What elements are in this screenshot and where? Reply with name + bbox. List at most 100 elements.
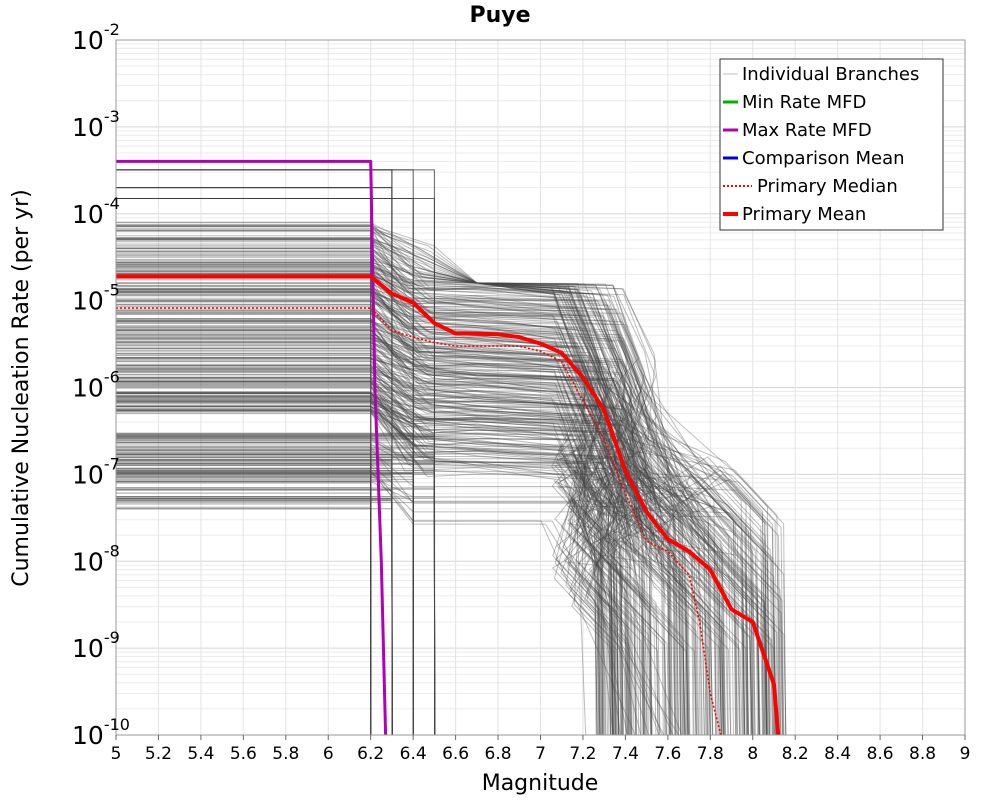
branch-line: [116, 251, 639, 736]
branch-line: [116, 291, 761, 736]
branch-line: [116, 299, 646, 736]
branch-line: [116, 384, 644, 736]
branch-line: [116, 332, 650, 736]
branch-line: [116, 437, 414, 736]
legend-label: Min Rate MFD: [742, 92, 866, 113]
branch-line: [116, 230, 724, 736]
branch-line: [116, 262, 711, 736]
branch-line: [116, 287, 648, 736]
branch-line: [116, 405, 649, 736]
branch-line: [116, 402, 722, 736]
branch-line: [116, 436, 372, 736]
branch-line: [116, 345, 777, 736]
branch-line: [116, 313, 610, 736]
branch-line: [116, 221, 670, 736]
branch-line: [116, 439, 614, 736]
branch-line: [116, 334, 647, 736]
x-tick-label: 7.6: [654, 744, 681, 764]
branch-line: [116, 198, 436, 736]
branch-line: [116, 380, 694, 736]
x-tick-label: 7.8: [697, 744, 724, 764]
branch-line: [116, 301, 746, 736]
branch-line: [116, 253, 747, 736]
x-tick-label: 6.8: [485, 744, 512, 764]
branch-line: [116, 320, 740, 736]
branch-line: [116, 238, 691, 736]
branch-line: [116, 267, 614, 736]
branch-line: [116, 226, 720, 736]
branch-line: [116, 328, 784, 736]
branch-line: [116, 497, 372, 736]
branch-line: [116, 354, 635, 736]
branch-line: [116, 391, 604, 736]
branch-line: [116, 348, 637, 736]
x-tick-label: 7.4: [612, 744, 639, 764]
branch-line: [116, 265, 754, 736]
branch-line: [116, 228, 612, 736]
branch-line: [116, 364, 657, 736]
branch-line: [116, 405, 743, 736]
branch-line: [116, 330, 644, 736]
branch-line: [116, 332, 606, 736]
branch-line: [116, 370, 644, 736]
branch-line: [116, 318, 748, 736]
branch-line: [116, 393, 670, 736]
branch-line: [116, 357, 775, 736]
branch-line: [116, 300, 642, 736]
branch-line: [116, 228, 652, 736]
branch-line: [116, 357, 777, 736]
branch-line: [116, 500, 372, 736]
branch-line: [116, 319, 686, 736]
branch-line: [116, 291, 708, 736]
branch-line: [116, 237, 631, 736]
branch-line: [116, 409, 667, 736]
branch-line: [116, 406, 628, 736]
branch-line: [116, 377, 714, 736]
branch-line: [116, 492, 372, 736]
branch-line: [116, 348, 633, 736]
branch-line: [116, 341, 640, 736]
y-tick-label: 10-5: [72, 281, 120, 316]
branch-line: [116, 475, 674, 736]
branch-line: [116, 359, 679, 736]
branch-line: [116, 337, 604, 736]
branch-line: [116, 392, 632, 736]
branch-line: [116, 322, 633, 736]
branch-line: [116, 262, 652, 736]
branch-line: [116, 360, 737, 736]
branch-line: [116, 246, 679, 736]
branch-line: [116, 321, 630, 736]
y-tick-label: 10-8: [72, 541, 120, 576]
branch-line: [116, 481, 414, 736]
branch-line: [116, 312, 765, 736]
branch-line: [116, 365, 738, 736]
branch-line: [116, 239, 711, 736]
branch-line: [116, 382, 648, 736]
branch-line: [116, 301, 672, 736]
branch-line: [116, 238, 738, 736]
branch-line: [116, 410, 745, 736]
branch-line: [116, 270, 636, 736]
branch-line: [116, 364, 742, 736]
branch-line: [116, 237, 646, 736]
branch-line: [116, 341, 685, 736]
branch-line: [116, 367, 685, 736]
branch-line: [116, 383, 647, 736]
branch-line: [116, 338, 744, 736]
y-tick-label: 10-3: [72, 107, 120, 142]
branch-line: [116, 382, 741, 736]
legend-label: Primary Median: [757, 176, 898, 197]
branch-line: [116, 299, 772, 736]
branch-line: [116, 435, 414, 736]
branch-line: [116, 408, 714, 736]
branch-line: [116, 235, 688, 736]
branch-line: [116, 297, 768, 736]
branch-line: [116, 291, 771, 736]
branch-line: [116, 321, 623, 736]
branch-line: [116, 368, 622, 736]
branch-line: [116, 361, 677, 736]
branch-line: [116, 329, 624, 736]
branch-line: [116, 334, 783, 736]
branch-line: [116, 386, 768, 736]
